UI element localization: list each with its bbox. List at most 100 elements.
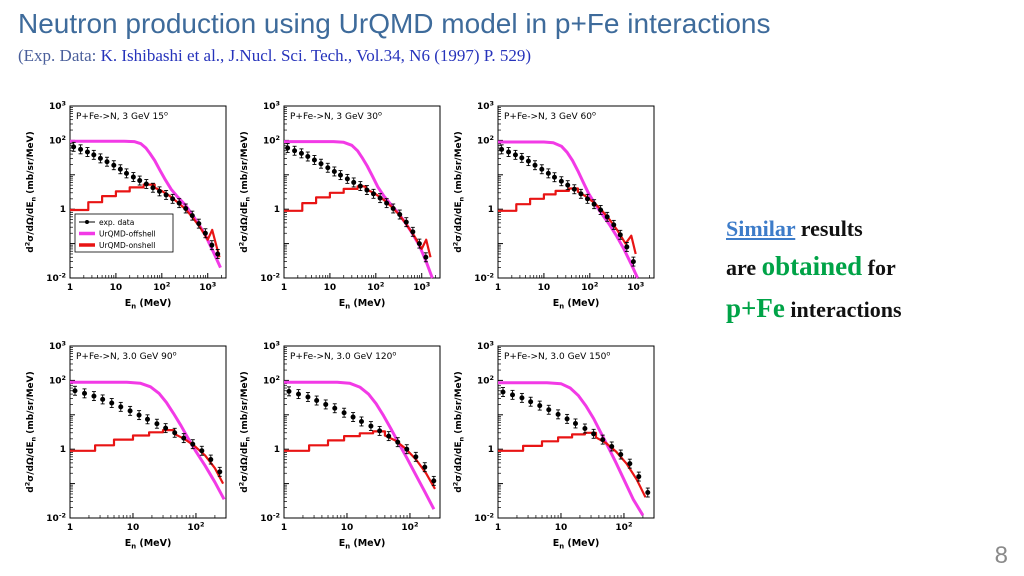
series-exp-data [71,141,221,259]
svg-text:En (MeV): En (MeV) [125,298,172,311]
plot-frame [497,105,655,279]
charts-grid: 1 10 102 103 10-2 1 102 103 En (MeV) d2σ/dΩ/dEn (… [20,96,662,568]
svg-text:10-2: 10-2 [46,512,66,524]
note-word-results: results [795,216,863,241]
x-axis: 1 10 102 [495,513,644,533]
svg-text:10: 10 [538,283,551,293]
svg-text:1: 1 [67,283,73,293]
svg-text:1: 1 [274,445,280,455]
svg-text:P+Fe->N, 3 GeV 15o: P+Fe->N, 3 GeV 15o [76,110,168,122]
plot-frame [283,345,441,519]
svg-text:exp. data: exp. data [99,218,134,227]
series-urqmd-onshell [284,430,436,490]
chart-cell-30deg: 1 10 102 103 10-2 1 102 103 En (MeV) d2σ/dΩ/dEn (… [234,96,448,328]
series-urqmd-onshell [70,183,221,258]
svg-text:102: 102 [477,134,494,146]
series-exp-data [72,385,223,477]
svg-text:102: 102 [263,134,280,146]
svg-text:d2σ/dΩ/dEn (mb/sr/MeV): d2σ/dΩ/dEn (mb/sr/MeV) [24,131,38,252]
svg-text:d2σ/dΩ/dEn (mb/sr/MeV): d2σ/dΩ/dEn (mb/sr/MeV) [452,131,466,252]
x-axis: 1 10 102 103 [281,273,436,293]
series-urqmd-offshell [498,140,639,279]
svg-text:P+Fe->N, 3.0 GeV 150o: P+Fe->N, 3.0 GeV 150o [504,350,610,362]
svg-text:10: 10 [341,523,354,533]
note-word-for: for [862,255,896,281]
note-line-2: are obtained for [726,246,996,288]
svg-text:102: 102 [581,281,598,293]
svg-text:102: 102 [367,281,384,293]
subtitle-prefix: (Exp. Data: [18,46,101,65]
svg-text:102: 102 [401,521,418,533]
chart-cell-15deg: 1 10 102 103 10-2 1 102 103 En (MeV) d2σ/dΩ/dEn (… [20,96,234,328]
y-axis: 10-2 1 102 103 [46,100,75,284]
svg-text:1: 1 [274,205,280,215]
x-axis: 1 10 102 103 [495,273,650,293]
svg-text:102: 102 [477,374,494,386]
svg-text:P+Fe->N, 3.0 GeV 120o: P+Fe->N, 3.0 GeV 120o [290,350,396,362]
y-axis: 10-2 1 102 103 [260,340,289,524]
plot-frame [69,345,227,519]
series-exp-data [286,386,437,486]
chart-cell-60deg: 1 10 102 103 10-2 1 102 103 En (MeV) d2σ/dΩ/dEn (… [448,96,662,328]
y-axis: 10-2 1 102 103 [46,340,75,524]
results-note: Similar results are obtained for p+Fe in… [726,212,996,330]
y-axis: 10-2 1 102 103 [474,100,503,284]
svg-text:UrQMD-offshell: UrQMD-offshell [99,229,156,238]
note-word-interactions: interactions [784,296,902,322]
svg-text:103: 103 [49,100,66,112]
series-urqmd-offshell [498,381,645,517]
svg-text:102: 102 [615,521,632,533]
legend: exp. data UrQMD-offshell UrQMD-onshell [74,213,174,253]
series-exp-data [499,144,636,267]
plot-frame [283,105,441,279]
note-line-1: Similar results [726,212,996,246]
y-axis: 10-2 1 102 103 [260,100,289,284]
series-urqmd-offshell [284,380,436,510]
svg-text:103: 103 [199,281,216,293]
subtitle-citation: K. Ishibashi et al., J.Nucl. Sci. Tech.,… [100,46,532,65]
svg-text:UrQMD-onshell: UrQMD-onshell [99,241,155,250]
svg-text:10: 10 [324,283,337,293]
svg-text:10: 10 [555,523,568,533]
svg-text:10-2: 10-2 [46,272,66,284]
series-urqmd-onshell [498,187,637,255]
series-urqmd-offshell [70,380,226,501]
svg-text:10-2: 10-2 [260,272,280,284]
y-axis: 10-2 1 102 103 [474,340,503,524]
svg-text:En (MeV): En (MeV) [125,538,172,551]
svg-text:P+Fe->N, 3.0 GeV 90o: P+Fe->N, 3.0 GeV 90o [76,350,177,362]
svg-text:10: 10 [110,283,123,293]
svg-text:En (MeV): En (MeV) [339,298,386,311]
svg-text:102: 102 [153,281,170,293]
chart-cell-150deg: 1 10 102 10-2 1 102 103 En (MeV) d2σ/dΩ/dEn (mb/… [448,336,662,568]
svg-text:103: 103 [627,281,644,293]
svg-text:En (MeV): En (MeV) [553,298,600,311]
page-number: 8 [994,542,1008,569]
svg-text:d2σ/dΩ/dEn (mb/sr/MeV): d2σ/dΩ/dEn (mb/sr/MeV) [238,371,252,492]
svg-text:d2σ/dΩ/dEn (mb/sr/MeV): d2σ/dΩ/dEn (mb/sr/MeV) [238,131,252,252]
svg-text:103: 103 [49,340,66,352]
note-word-are: are [726,255,762,281]
series-urqmd-offshell [284,140,434,279]
svg-text:1: 1 [488,445,494,455]
svg-text:102: 102 [49,374,66,386]
note-word-similar: Similar [726,216,796,241]
svg-text:d2σ/dΩ/dEn (mb/sr/MeV): d2σ/dΩ/dEn (mb/sr/MeV) [24,371,38,492]
series-urqmd-onshell [70,428,225,485]
slide-subtitle: (Exp. Data: K. Ishibashi et al., J.Nucl.… [18,46,531,66]
svg-text:En (MeV): En (MeV) [339,538,386,551]
series-urqmd-onshell [498,431,647,498]
svg-text:103: 103 [413,281,430,293]
svg-text:P+Fe->N, 3 GeV 30o: P+Fe->N, 3 GeV 30o [290,110,382,122]
svg-text:En (MeV): En (MeV) [553,538,600,551]
chart-cell-90deg: 1 10 102 10-2 1 102 103 En (MeV) d2σ/dΩ/dEn (mb/… [20,336,234,568]
svg-text:1: 1 [495,523,501,533]
svg-text:1: 1 [281,283,287,293]
x-axis: 1 10 102 [281,513,430,533]
svg-text:1: 1 [60,445,66,455]
svg-text:1: 1 [60,205,66,215]
note-word-obtained: obtained [761,251,863,282]
x-axis: 1 10 102 [67,513,216,533]
